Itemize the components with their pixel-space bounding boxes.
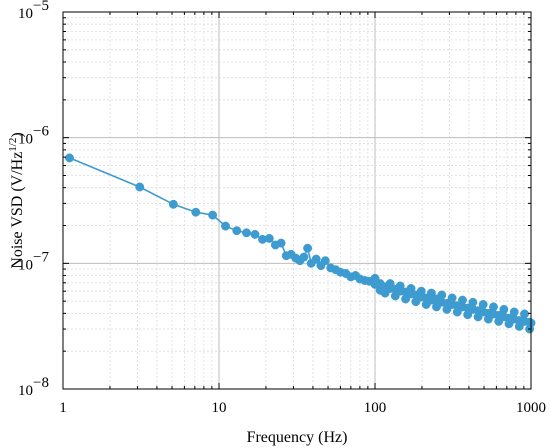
- data-point: [514, 321, 524, 331]
- data-point: [437, 290, 447, 300]
- data-point: [520, 309, 529, 319]
- data-point: [504, 319, 514, 329]
- data-point: [421, 300, 431, 309]
- data-point: [250, 229, 260, 239]
- data-point: [478, 300, 488, 309]
- y-tick-label: 10: [18, 257, 33, 273]
- data-point: [458, 295, 467, 305]
- data-point: [385, 279, 395, 289]
- data-point: [395, 281, 405, 291]
- data-point: [447, 293, 457, 303]
- data-point: [168, 199, 178, 209]
- data-point: [232, 226, 242, 236]
- data-point: [442, 304, 452, 314]
- y-axis-label: Noise VSD (V/Hz1/2): [7, 132, 26, 268]
- data-point: [135, 182, 145, 192]
- data-point: [416, 286, 426, 296]
- data-point: [320, 256, 330, 266]
- data-point: [303, 243, 313, 253]
- data-point: [452, 307, 462, 317]
- y-tick-label-exponent: −6: [33, 124, 49, 140]
- y-tick-label: 10: [18, 132, 33, 148]
- plot-frame: [62, 11, 532, 390]
- y-tick-label-base: 10: [18, 257, 33, 273]
- data-point: [401, 294, 411, 304]
- data-point: [208, 210, 218, 220]
- y-axis-label-superscript: 1/2: [7, 138, 19, 152]
- y-tick-label-exponent: −8: [33, 375, 49, 391]
- data-point: [311, 254, 321, 264]
- y-tick-label: 10: [18, 6, 33, 22]
- x-tick-label: 10: [212, 400, 227, 416]
- data-point: [221, 221, 230, 231]
- x-tick-label: 100: [364, 400, 387, 416]
- x-tick-label: 1: [59, 400, 67, 416]
- data-point: [411, 297, 421, 307]
- data-point: [432, 302, 441, 312]
- data-point: [483, 314, 493, 324]
- y-tick-label-base: 10: [18, 6, 33, 22]
- data-point: [473, 312, 483, 322]
- data-point: [494, 316, 504, 326]
- data-point: [65, 153, 74, 163]
- grid: [63, 12, 531, 389]
- y-tick-label-exponent: −7: [33, 249, 49, 265]
- data-point: [242, 228, 251, 238]
- y-tick-label-base: 10: [18, 383, 33, 399]
- data-point: [276, 238, 286, 248]
- data-point: [489, 302, 498, 312]
- data-point: [380, 288, 390, 298]
- y-axis-label-end: ): [9, 132, 26, 137]
- data-point: [406, 284, 416, 293]
- y-tick-label-base: 10: [18, 132, 33, 148]
- data-point: [468, 297, 478, 307]
- data-point: [299, 252, 309, 262]
- data-point: [463, 310, 473, 320]
- data-point: [390, 291, 400, 301]
- y-tick-label: 10: [18, 383, 33, 399]
- y-axis-label-main: Noise VSD (V/Hz: [9, 152, 26, 269]
- data-point: [499, 304, 509, 314]
- x-tick-label: 1000: [516, 400, 546, 416]
- data-point: [426, 288, 436, 298]
- x-axis-label: Frequency (Hz): [247, 429, 348, 446]
- data-series: [65, 153, 536, 334]
- data-point: [509, 307, 519, 317]
- data-point: [370, 273, 380, 283]
- y-tick-label-exponent: −5: [33, 0, 49, 14]
- data-point: [191, 207, 201, 217]
- data-point: [264, 233, 274, 243]
